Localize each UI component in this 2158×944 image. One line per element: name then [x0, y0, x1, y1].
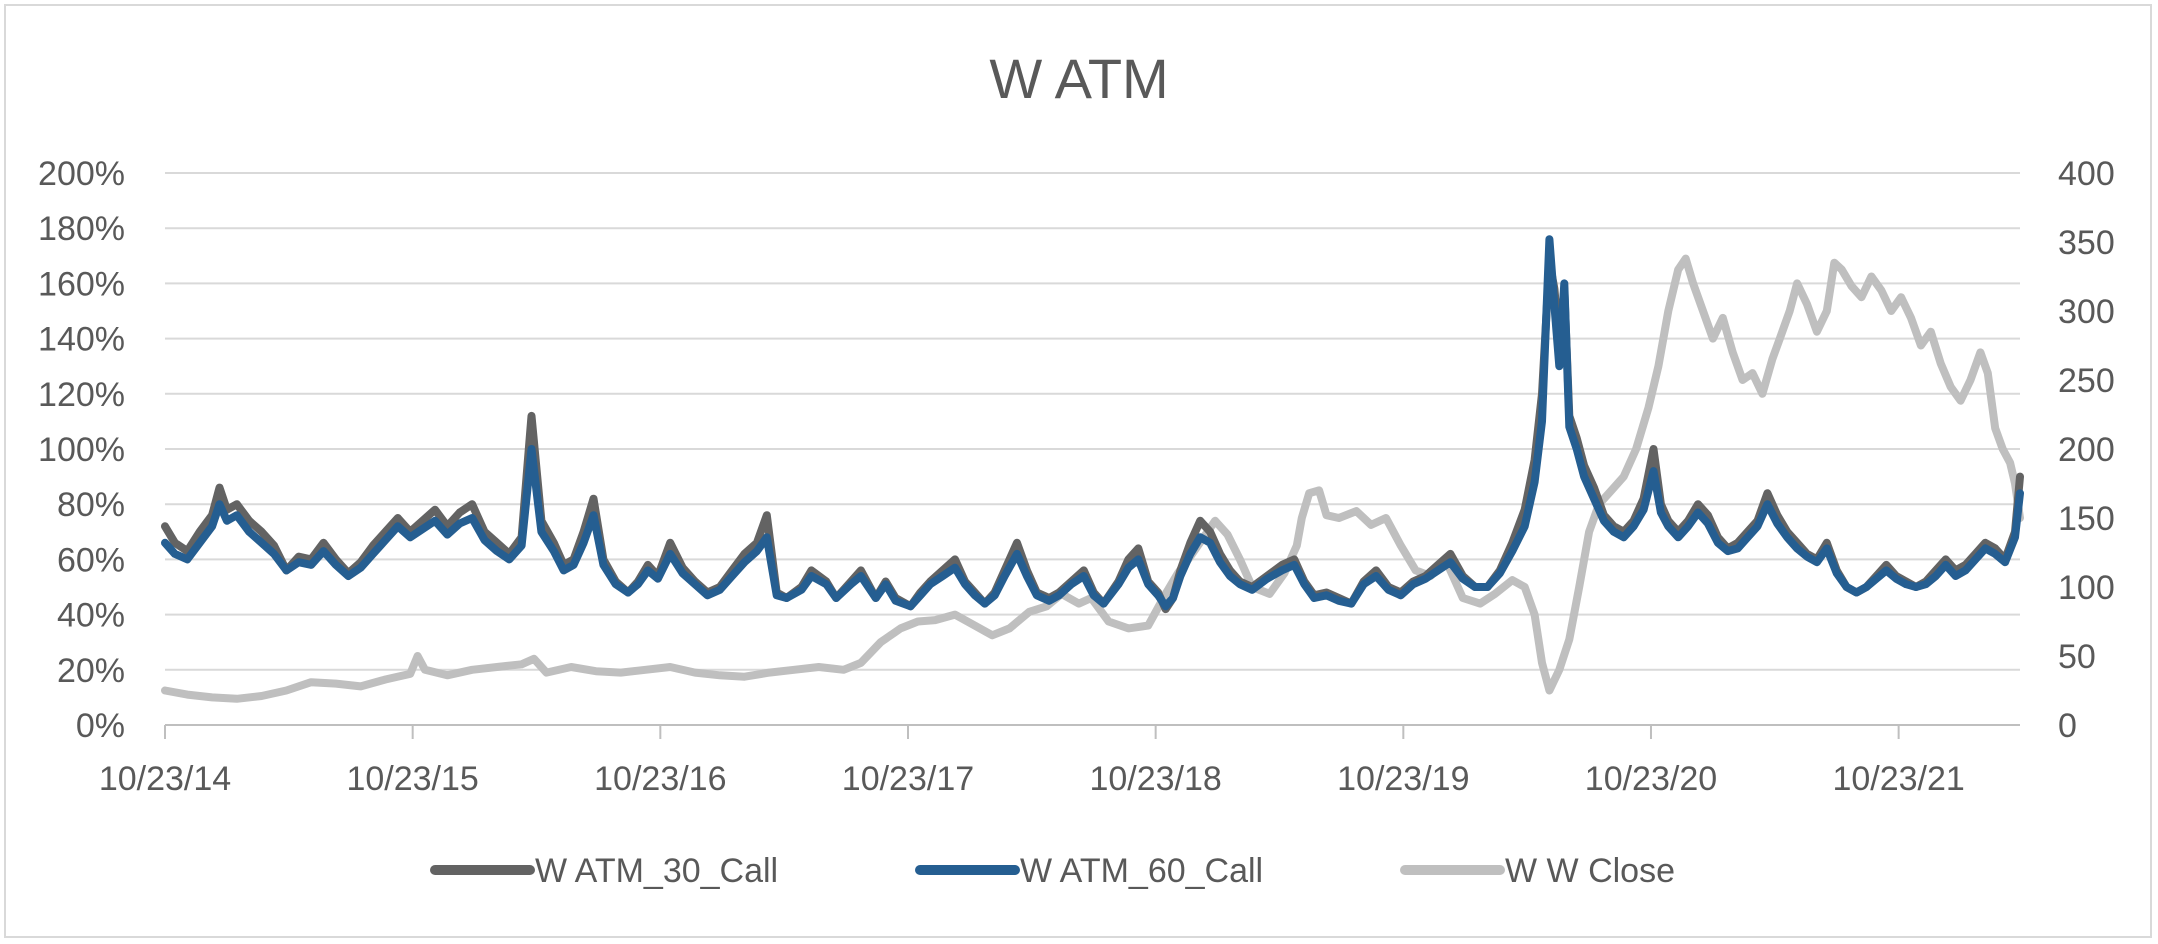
left-tick-label: 120% [38, 376, 125, 414]
x-tick-label: 10/23/18 [1089, 760, 1221, 798]
right-tick-label: 300 [2058, 293, 2115, 331]
left-tick-label: 160% [38, 265, 125, 303]
x-tick-label: 10/23/16 [594, 760, 726, 798]
gridlines [165, 172, 2020, 726]
x-tick-label: 10/23/20 [1585, 760, 1717, 798]
x-axis: 10/23/14 10/23/15 10/23/16 10/23/17 10/23/18… [99, 724, 2020, 798]
right-tick-label: 250 [2058, 362, 2115, 400]
series-line-1 [161, 257, 2024, 614]
left-tick-label: 0% [76, 707, 125, 745]
x-tick-label: 10/23/19 [1337, 760, 1469, 798]
left-tick-label: 140% [38, 321, 125, 359]
series-lines [161, 235, 2024, 703]
left-tick-label: 20% [57, 652, 125, 690]
left-tick-label: 80% [57, 486, 125, 524]
left-tick-label: 200% [38, 155, 125, 193]
legend-label-3: W W Close [1505, 852, 1675, 890]
x-tick-label: 10/23/15 [346, 760, 478, 798]
right-tick-label: 100 [2058, 569, 2115, 607]
left-tick-label: 180% [38, 210, 125, 248]
x-tick-label: 10/23/14 [99, 760, 231, 798]
x-tick-label: 10/23/21 [1832, 760, 1964, 798]
right-tick-label: 0 [2058, 707, 2077, 745]
x-tick-label: 10/23/17 [842, 760, 974, 798]
left-tick-label: 60% [57, 541, 125, 579]
legend: W ATM_30_Call W ATM_60_Call W W Close [430, 852, 1675, 890]
series-line-2 [161, 235, 2024, 611]
right-tick-label: 350 [2058, 224, 2115, 262]
right-tick-label: 150 [2058, 500, 2115, 538]
right-tick-label: 200 [2058, 431, 2115, 469]
right-axis-tick-labels: 0 50 100 150 200 250 300 350 400 [2058, 155, 2115, 745]
chart-title: W ATM [989, 47, 1168, 110]
left-tick-label: 100% [38, 431, 125, 469]
left-tick-label: 40% [57, 597, 125, 635]
right-tick-label: 50 [2058, 638, 2096, 676]
chart-frame [4, 4, 2152, 938]
right-tick-label: 400 [2058, 155, 2115, 193]
series-line-3 [161, 254, 2024, 703]
left-axis-tick-labels: 0% 20% 40% 60% 80% 100% 120% 140% 160% 180% 200% [38, 155, 125, 745]
legend-label-2: W ATM_60_Call [1020, 852, 1263, 890]
legend-label-1: W ATM_30_Call [535, 852, 778, 890]
